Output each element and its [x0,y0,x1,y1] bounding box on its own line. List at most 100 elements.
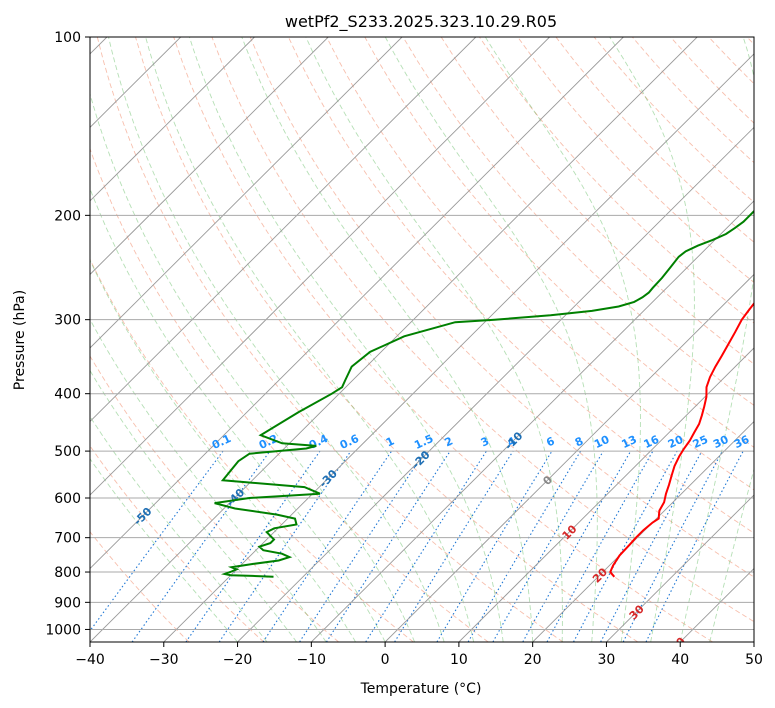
moist-adiabat [188,37,504,642]
isotherm [606,494,754,642]
moist-adiabat [241,37,534,642]
mixing-ratio-line [600,450,703,642]
isotherm [90,37,255,202]
mixing-ratio-label: 6 [544,434,557,449]
dry-adiabat [402,37,754,406]
moist-adiabat [90,457,238,642]
isotherm [384,273,754,642]
mixing-ratio-line [546,450,654,642]
mixing-ratio-line [394,450,514,642]
mixing-ratio-line [645,450,744,642]
axes: −40 −30 −20 −10 0 10 20 30 40 5010020030040050060… [45,30,763,668]
x-tick-label: 30 [598,652,616,668]
isotherm [90,37,698,642]
mixing-ratio-line [218,450,352,642]
mixing-ratio-label: 1 [384,434,396,449]
chart-title: wetPf2_S233.2025.323.10.29.R05 [285,12,557,32]
y-tick-label: 200 [54,208,81,224]
x-tick-label: −20 [223,652,253,668]
isotherm-label: -50 [131,505,154,528]
isotherm-label: 40 [668,635,688,655]
mixing-ratio-label: 30 [711,433,731,451]
mixing-ratio-line [467,450,582,642]
isotherm [90,37,329,276]
x-tick-label: −30 [149,652,179,668]
dewpoint-profile [214,209,754,578]
y-tick-label: 500 [54,444,81,460]
pressure-gridlines [90,37,754,630]
x-tick-label: 0 [381,652,390,668]
dry-adiabat [211,37,754,623]
isotherm [237,126,754,642]
moist-adiabat [384,37,598,642]
dry-adiabat [90,531,190,642]
dry-adiabat [708,37,754,85]
line-labels: 0.10.20.40.611.52346810131620253036-100-… [131,429,752,655]
mixing-ratio-line [185,450,321,642]
y-tick-label: 100 [54,30,81,46]
isotherm-label: -30 [317,467,340,490]
dry-adiabat [593,37,754,203]
mixing-ratio-label: 0.4 [307,432,330,452]
y-tick-label: 600 [54,491,81,507]
mixing-ratio-line [90,450,224,632]
dry-adiabat [173,37,713,642]
mixing-ratio-line [436,450,553,642]
dry-adiabat [90,258,414,642]
mixing-ratio-line [299,450,426,642]
mixing-ratio-label: 2 [442,434,454,449]
isotherm [311,200,754,642]
mixing-ratio-label: 25 [691,433,710,451]
moist-adiabat [709,467,754,642]
x-tick-label: −10 [297,652,327,668]
dry-adiabat [670,37,754,124]
mixing-ratio-line [131,450,271,642]
moist-adiabat [90,415,268,642]
mixing-ratio-label: 16 [642,433,662,451]
isotherm [90,37,477,423]
plot-frame [89,36,755,643]
moist-adiabat [90,318,327,642]
y-tick-label: 800 [54,565,81,581]
moist-adiabat [679,37,754,642]
dry-adiabat [746,37,754,45]
y-tick-label: 700 [54,531,81,547]
moist-adiabat [305,37,563,642]
isotherm [90,37,550,496]
dry-adiabat [555,37,754,243]
temperature-profile [609,301,754,578]
mixing-ratio-label: 3 [479,434,491,449]
moist-adiabat [90,187,386,642]
isotherm-label: 10 [560,522,580,542]
profiles [214,209,754,578]
x-tick-label: −40 [75,652,105,668]
mixing-ratio-label: 36 [732,433,752,451]
mixing-ratio-line [325,450,451,642]
mixing-ratio-line [522,450,632,642]
isotherm [679,567,754,642]
isotherm [532,420,754,642]
isotherm [90,37,624,570]
isotherm [163,53,754,642]
x-tick-label: 50 [745,652,763,668]
x-axis-label: Temperature (°C) [360,681,482,697]
moist-adiabat [484,37,641,642]
mixing-ratio-line [365,450,487,642]
moist-adiabat [609,37,695,642]
mixing-ratio-label: 20 [666,433,686,451]
isotherm-label: -10 [502,429,525,452]
mixing-ratio-label: 8 [573,434,585,449]
dry-adiabat [90,445,265,642]
dry-adiabat [90,355,339,642]
mixing-ratio-line [262,450,393,642]
dry-adiabat [135,37,639,642]
moist-adiabat [90,259,356,642]
x-tick-label: 10 [450,652,468,668]
isotherm [753,641,754,642]
dry-adiabat [326,37,754,491]
dry-adiabat [96,37,564,642]
mixing-ratio-label: 10 [592,433,612,451]
moist-adiabat [145,37,475,642]
dry-adiabat [249,37,754,578]
isotherm [90,37,403,349]
